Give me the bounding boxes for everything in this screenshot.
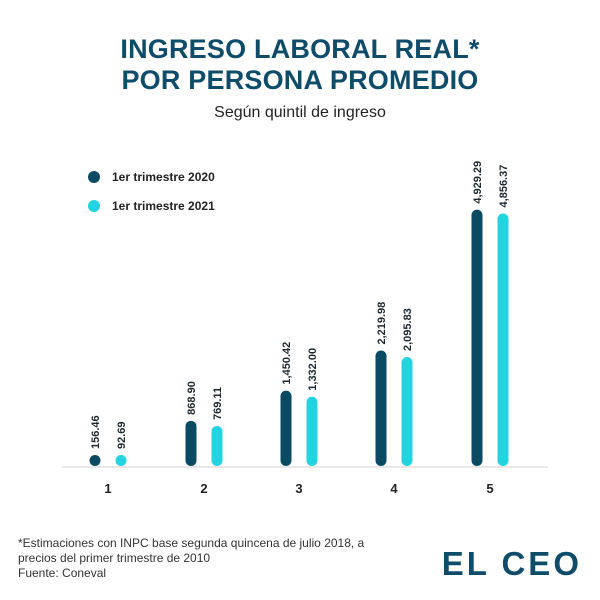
legend-swatch-2020	[88, 171, 100, 183]
legend-label-2021: 1er trimestre 2021	[112, 199, 215, 213]
legend-item-2021: 1er trimestre 2021	[88, 194, 215, 218]
bar-2021-q4	[401, 357, 413, 466]
footnote-line-2: precios del primer trimestre de 2010	[18, 551, 211, 565]
bar-2020-q4	[375, 350, 387, 466]
bar-2020-q5	[471, 209, 483, 466]
x-tick-label-5: 5	[486, 481, 493, 496]
data-label-2021-q3: 1,332.00	[307, 348, 319, 391]
footnote-source: Fuente: Coneval	[18, 566, 107, 580]
footnote-line-1: *Estimaciones con INPC base segunda quin…	[18, 536, 365, 550]
x-tick-label-1: 1	[104, 481, 111, 496]
data-label-2020-q4: 2,219.98	[376, 302, 388, 345]
bar-2020-q3	[280, 390, 292, 466]
chart-subtitle: Según quintil de ingreso	[214, 104, 386, 121]
data-label-2021-q2: 769.11	[212, 387, 224, 420]
x-tick-label-4: 4	[390, 481, 398, 496]
bar-2021-q2	[211, 426, 223, 466]
bar-2020-q2	[185, 420, 197, 466]
bar-2020-q1	[89, 455, 101, 466]
bar-2021-q5	[497, 213, 509, 466]
brand-logo: EL CEO	[441, 545, 582, 582]
x-tick-label-3: 3	[295, 481, 302, 496]
data-label-2020-q3: 1,450.42	[281, 342, 293, 385]
data-label-2020-q2: 868.90	[186, 381, 198, 415]
legend-item-2020: 1er trimestre 2020	[88, 165, 215, 189]
data-label-2021-q4: 2,095.83	[402, 308, 414, 351]
footnote: *Estimaciones con INPC base segunda quin…	[18, 536, 378, 581]
data-label-2021-q1: 92.69	[116, 421, 128, 449]
bar-2021-q3	[306, 396, 318, 466]
chart-title: INGRESO LABORAL REAL* POR PERSONA PROMED…	[0, 34, 600, 96]
x-tick-label-2: 2	[200, 481, 207, 496]
data-label-2020-q5: 4,929.29	[472, 161, 484, 204]
bar-2021-q1	[115, 455, 127, 466]
chart-title-line-1: INGRESO LABORAL REAL*	[120, 34, 480, 64]
chart-title-line-2: POR PERSONA PROMEDIO	[121, 65, 479, 95]
data-label-2021-q5: 4,856.37	[498, 165, 510, 208]
legend-label-2020: 1er trimestre 2020	[112, 170, 215, 184]
legend-swatch-2021	[88, 200, 100, 212]
legend: 1er trimestre 2020 1er trimestre 2021	[88, 165, 215, 223]
data-label-2020-q1: 156.46	[90, 415, 102, 449]
